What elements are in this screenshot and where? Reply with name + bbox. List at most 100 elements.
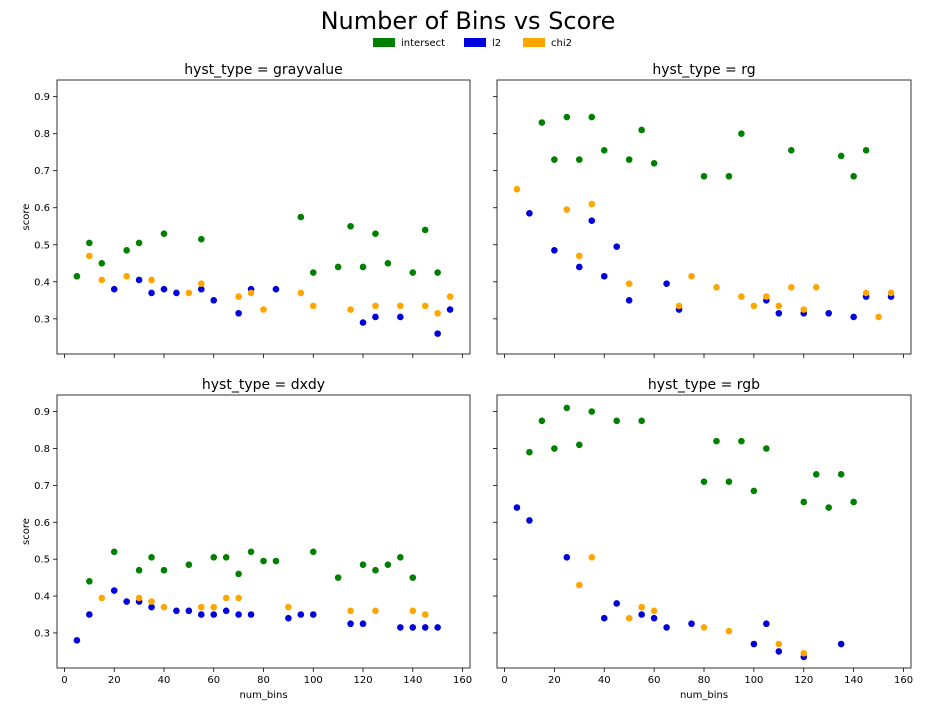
x-tick-label: 20 bbox=[108, 675, 121, 686]
x-tick-label: 40 bbox=[158, 675, 171, 686]
point-intersect bbox=[384, 259, 392, 267]
point-l2 bbox=[210, 611, 218, 618]
point-intersect bbox=[563, 113, 571, 121]
point-intersect bbox=[160, 230, 168, 237]
point-l2 bbox=[750, 640, 758, 648]
point-intersect bbox=[110, 548, 118, 556]
point-intersect bbox=[850, 498, 857, 506]
point-intersect bbox=[576, 441, 583, 449]
plot-frame bbox=[56, 394, 471, 669]
point-chi2 bbox=[800, 649, 808, 657]
x-tick-label: 160 bbox=[453, 675, 472, 686]
y-axis-label: score bbox=[21, 518, 32, 545]
point-l2 bbox=[210, 297, 218, 304]
point-l2 bbox=[285, 614, 292, 622]
point-chi2 bbox=[285, 603, 292, 611]
point-l2 bbox=[148, 603, 155, 611]
x-tick-label: 0 bbox=[61, 675, 67, 686]
point-l2 bbox=[763, 620, 770, 628]
point-intersect bbox=[272, 557, 280, 565]
point-intersect bbox=[334, 574, 342, 581]
point-chi2 bbox=[576, 252, 583, 260]
point-l2 bbox=[247, 611, 255, 618]
point-intersect bbox=[738, 437, 745, 445]
point-chi2 bbox=[185, 289, 193, 297]
series-intersect bbox=[86, 548, 417, 585]
point-chi2 bbox=[750, 302, 758, 310]
point-intersect bbox=[800, 498, 808, 506]
point-l2 bbox=[409, 624, 417, 631]
point-chi2 bbox=[638, 603, 645, 611]
point-l2 bbox=[421, 624, 429, 631]
series-intersect bbox=[73, 213, 441, 280]
point-intersect bbox=[397, 554, 404, 561]
y-tick-label: 0.3 bbox=[34, 628, 50, 639]
panel-grayvalue: hyst_type = grayvalue 0.3 0.4 0.5 0.6 0.7 0.8 0… bbox=[21, 62, 471, 358]
point-l2 bbox=[185, 607, 193, 615]
legend-swatch-l2 bbox=[464, 38, 486, 47]
point-chi2 bbox=[98, 276, 106, 284]
point-l2 bbox=[160, 285, 168, 293]
series-chi2 bbox=[576, 554, 808, 657]
point-l2 bbox=[86, 611, 93, 618]
point-l2 bbox=[446, 306, 454, 313]
point-l2 bbox=[688, 620, 695, 628]
point-l2 bbox=[638, 611, 645, 618]
point-chi2 bbox=[421, 302, 429, 310]
point-chi2 bbox=[725, 627, 733, 635]
legend-label-chi2: chi2 bbox=[551, 38, 572, 49]
point-intersect bbox=[135, 566, 143, 574]
point-intersect bbox=[409, 269, 417, 276]
point-intersect bbox=[347, 222, 354, 230]
point-l2 bbox=[563, 554, 571, 561]
point-chi2 bbox=[875, 313, 882, 321]
y-tick-label: 0.9 bbox=[34, 92, 50, 103]
x-tick-label: 40 bbox=[598, 675, 611, 686]
point-l2 bbox=[663, 624, 670, 631]
series-chi2 bbox=[86, 252, 454, 317]
point-l2 bbox=[297, 611, 305, 618]
point-intersect bbox=[625, 156, 633, 163]
y-tick-label: 0.4 bbox=[34, 592, 50, 603]
y-tick-label: 0.7 bbox=[34, 481, 50, 492]
point-chi2 bbox=[372, 607, 379, 615]
point-l2 bbox=[397, 313, 404, 321]
point-chi2 bbox=[862, 289, 870, 297]
point-intersect bbox=[309, 548, 317, 556]
point-l2 bbox=[347, 620, 354, 628]
x-tick-label: 80 bbox=[698, 675, 711, 686]
panel-rg: hyst_type = rg bbox=[493, 62, 912, 358]
point-intersect bbox=[787, 147, 795, 154]
point-intersect bbox=[247, 548, 255, 556]
point-l2 bbox=[663, 280, 670, 287]
y-tick-label: 0.6 bbox=[34, 203, 50, 214]
point-intersect bbox=[222, 554, 230, 561]
panel-dxdy: hyst_type = dxdy 0 20 40 60 80 100 120 140 160 0.3… bbox=[21, 377, 472, 701]
point-intersect bbox=[359, 263, 367, 271]
point-chi2 bbox=[446, 293, 454, 300]
point-l2 bbox=[198, 611, 205, 618]
point-l2 bbox=[110, 285, 118, 293]
point-chi2 bbox=[372, 302, 379, 310]
point-chi2 bbox=[588, 554, 596, 561]
point-chi2 bbox=[247, 289, 255, 297]
point-intersect bbox=[359, 561, 367, 569]
point-intersect bbox=[576, 156, 583, 163]
point-l2 bbox=[222, 607, 230, 615]
y-tick-label: 0.5 bbox=[34, 240, 50, 251]
y-tick-label: 0.8 bbox=[34, 444, 50, 455]
point-l2 bbox=[650, 614, 658, 622]
panel-title-grayvalue: hyst_type = grayvalue bbox=[184, 62, 343, 78]
point-chi2 bbox=[588, 200, 596, 208]
point-l2 bbox=[526, 517, 533, 524]
point-chi2 bbox=[198, 280, 205, 287]
point-l2 bbox=[850, 313, 857, 321]
point-chi2 bbox=[397, 302, 404, 310]
point-intersect bbox=[409, 574, 417, 581]
point-chi2 bbox=[148, 276, 155, 284]
point-chi2 bbox=[787, 284, 795, 291]
point-chi2 bbox=[700, 624, 708, 631]
legend-swatch-chi2 bbox=[523, 38, 545, 47]
point-chi2 bbox=[86, 252, 93, 260]
